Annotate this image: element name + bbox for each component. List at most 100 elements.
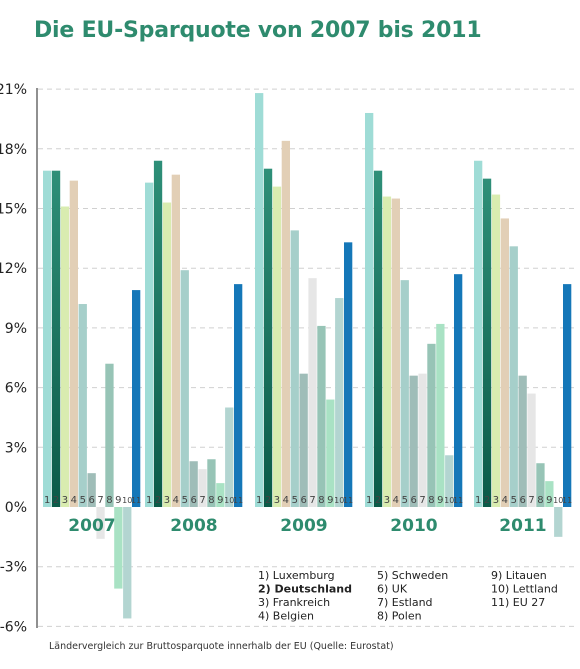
bar-number-label: 8 — [428, 495, 434, 506]
bar — [491, 194, 501, 507]
y-tick-label: 3% — [5, 440, 27, 456]
bar — [132, 290, 141, 507]
bar-number-label: 5 — [292, 495, 298, 506]
bar-number-label: 11 — [562, 496, 572, 505]
bar-number-label: 9 — [546, 495, 552, 506]
y-tick-label: 18% — [0, 142, 27, 158]
bar — [482, 178, 492, 507]
legend-item: 3) Frankreich — [258, 596, 330, 609]
bar-number-label: 7 — [528, 495, 534, 506]
legend-item: 7) Estland — [377, 596, 433, 609]
bar-number-label: 6 — [190, 495, 196, 506]
bar — [234, 284, 243, 507]
bar-number-label: 3 — [384, 495, 390, 506]
bar — [180, 270, 189, 507]
bar-number-label: 10 — [553, 496, 563, 505]
bar-number-label: 4 — [283, 495, 289, 506]
bar — [317, 325, 326, 507]
bar-number-label: 2 — [375, 495, 381, 506]
year-label: 2011 — [499, 516, 546, 536]
bar — [207, 459, 216, 507]
bar-number-label: 4 — [502, 495, 508, 506]
bar-number-label: 1 — [146, 495, 152, 506]
bar — [78, 304, 87, 507]
bar-number-label: 10 — [122, 496, 132, 505]
bar — [51, 170, 61, 507]
bar-number-label: 6 — [300, 495, 306, 506]
bar-number-label: 2 — [155, 495, 161, 506]
bar-number-label: 2 — [484, 495, 490, 506]
bar-number-label: 2 — [265, 495, 271, 506]
bar-number-label: 8 — [208, 495, 214, 506]
bar — [43, 170, 52, 507]
bar-number-label: 1 — [44, 495, 50, 506]
bar-number-label: 1 — [366, 495, 372, 506]
y-tick-label: 9% — [5, 321, 27, 337]
y-tick-label: 0% — [5, 500, 27, 516]
bar-number-label: 8 — [318, 495, 324, 506]
bar — [171, 174, 180, 508]
bar-number-label: 3 — [62, 495, 68, 506]
bar — [123, 507, 132, 619]
bar-number-label: 9 — [217, 495, 223, 506]
bar — [225, 407, 234, 507]
bar — [255, 93, 264, 507]
bar — [87, 473, 96, 507]
year-labels: 2007 2008 2009 2010 2011 — [68, 516, 546, 536]
bar-number-label: 8 — [537, 495, 543, 506]
bar — [445, 455, 454, 507]
bar-number-label: 1 — [475, 495, 481, 506]
chart-title: Die EU-Sparquote von 2007 bis 2011 — [34, 18, 482, 43]
bar — [427, 343, 436, 507]
bar-number-label: 4 — [71, 495, 77, 506]
bar — [189, 461, 198, 507]
bar-number-label: 2 — [53, 495, 59, 506]
bar-number-label: 7 — [199, 495, 205, 506]
y-tick-label: 15% — [0, 202, 27, 218]
bar — [344, 242, 353, 507]
bar — [69, 180, 78, 507]
bars — [43, 93, 572, 619]
bar — [554, 507, 563, 537]
bar-number-label: 1 — [256, 495, 262, 506]
legend-item: 1) Luxemburg — [258, 569, 335, 582]
bar — [509, 246, 518, 507]
chart-caption: Ländervergleich zur Bruttosparquote inne… — [49, 641, 394, 652]
bar-number-label: 5 — [182, 495, 188, 506]
bar-number-label: 9 — [115, 495, 121, 506]
bar-number-label: 11 — [233, 496, 243, 505]
year-label: 2010 — [390, 516, 437, 536]
y-tick-label: -6% — [0, 619, 27, 635]
y-tick-label: -3% — [0, 560, 27, 576]
legend-item: 10) Lettland — [491, 583, 558, 596]
bar — [153, 160, 163, 508]
bar-number-label: 6 — [410, 495, 416, 506]
bar — [527, 393, 536, 507]
bar — [272, 186, 282, 508]
bar — [418, 373, 427, 507]
bar — [60, 206, 70, 507]
bar-number-label: 11 — [453, 496, 463, 505]
bar-number-label: 5 — [402, 495, 408, 506]
y-tick-label: 21% — [0, 82, 27, 98]
bar-number-label: 4 — [173, 495, 179, 506]
bar — [391, 198, 400, 508]
bar — [373, 170, 383, 507]
bar — [500, 218, 509, 507]
legend-item: 8) Polen — [377, 610, 422, 623]
bar — [290, 230, 299, 507]
year-label: 2009 — [280, 516, 327, 536]
bar-number-label: 7 — [309, 495, 315, 506]
bar-number-label: 6 — [519, 495, 525, 506]
bar-number-label: 9 — [437, 495, 443, 506]
y-axis-ticks: -6% -3% 0% 3% 6% 9% 12% 15% 18% 21% — [0, 82, 27, 635]
bar — [281, 140, 290, 507]
bar-number-label: 11 — [131, 496, 141, 505]
legend-item: 4) Belgien — [258, 610, 314, 623]
bar — [409, 375, 418, 507]
legend-item: 6) UK — [377, 583, 408, 596]
bar-number-label: 3 — [164, 495, 170, 506]
bar-number-label: 10 — [444, 496, 454, 505]
